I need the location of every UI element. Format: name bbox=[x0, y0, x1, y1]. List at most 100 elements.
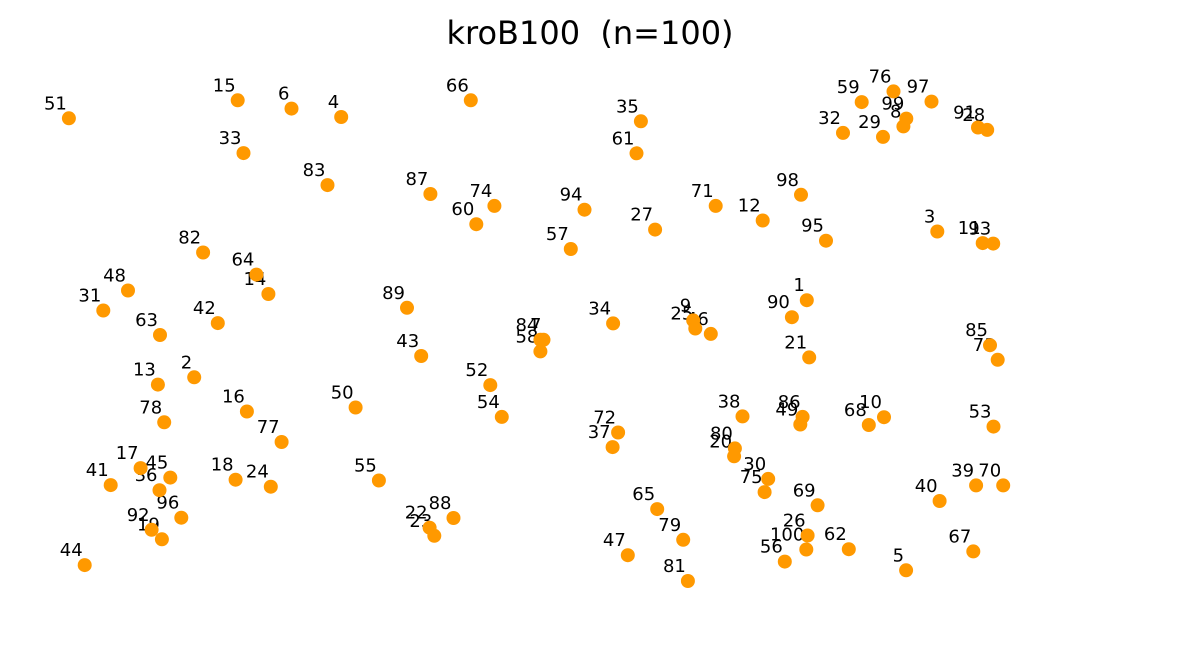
city-point-53 bbox=[986, 419, 1001, 434]
city-point-44 bbox=[77, 558, 92, 573]
city-label-33: 33 bbox=[219, 128, 242, 149]
city-label-85: 85 bbox=[965, 320, 988, 341]
city-point-71 bbox=[708, 198, 723, 213]
city-point-18 bbox=[228, 472, 243, 487]
city-label-35: 35 bbox=[616, 96, 639, 117]
city-point-5 bbox=[899, 563, 914, 578]
city-point-100 bbox=[799, 542, 814, 557]
city-label-10: 10 bbox=[859, 392, 882, 413]
city-point-69 bbox=[810, 498, 825, 513]
city-point-16 bbox=[239, 404, 254, 419]
city-point-80 bbox=[727, 441, 742, 456]
city-label-99: 99 bbox=[881, 94, 904, 115]
city-point-40 bbox=[932, 494, 947, 508]
city-point-4 bbox=[334, 110, 349, 124]
city-point-55 bbox=[371, 473, 386, 488]
city-point-82 bbox=[196, 245, 211, 260]
city-point-52 bbox=[483, 378, 498, 393]
city-point-51 bbox=[61, 111, 76, 126]
city-label-49: 49 bbox=[775, 400, 798, 421]
city-label-70: 70 bbox=[978, 460, 1001, 481]
city-label-42: 42 bbox=[193, 298, 216, 319]
city-label-50: 50 bbox=[331, 383, 354, 404]
city-label-2: 2 bbox=[181, 352, 192, 373]
city-label-27: 27 bbox=[630, 205, 653, 226]
city-point-2 bbox=[187, 370, 202, 385]
city-point-19 bbox=[154, 532, 169, 547]
city-point-78 bbox=[157, 415, 172, 430]
city-point-64 bbox=[249, 267, 264, 282]
city-point-63 bbox=[153, 328, 167, 342]
city-point-98 bbox=[794, 187, 808, 202]
city-point-77 bbox=[274, 435, 289, 449]
point-labels: 1234567891011121314151617181920212223242… bbox=[44, 66, 1001, 577]
data-points bbox=[61, 84, 1011, 588]
city-point-96 bbox=[174, 510, 189, 525]
city-point-26 bbox=[800, 528, 815, 543]
city-point-42 bbox=[210, 316, 225, 331]
city-point-87 bbox=[423, 187, 438, 201]
city-label-100: 100 bbox=[770, 525, 804, 546]
city-label-93: 93 bbox=[968, 219, 991, 240]
city-point-84 bbox=[533, 332, 548, 347]
city-point-43 bbox=[414, 349, 429, 363]
city-label-41: 41 bbox=[86, 460, 109, 481]
city-label-74: 74 bbox=[469, 181, 492, 202]
city-point-10 bbox=[877, 410, 891, 425]
city-label-94: 94 bbox=[560, 185, 583, 206]
city-point-60 bbox=[469, 217, 484, 232]
city-point-90 bbox=[784, 310, 799, 325]
city-label-18: 18 bbox=[211, 455, 234, 476]
city-label-86: 86 bbox=[778, 392, 801, 413]
city-label-65: 65 bbox=[632, 484, 655, 505]
city-label-3: 3 bbox=[924, 207, 935, 228]
city-label-11: 11 bbox=[958, 218, 981, 239]
city-point-89 bbox=[400, 300, 414, 315]
city-point-34 bbox=[606, 316, 621, 331]
city-label-59: 59 bbox=[837, 77, 860, 98]
city-point-33 bbox=[236, 146, 251, 161]
city-label-17: 17 bbox=[116, 443, 139, 464]
city-point-94 bbox=[577, 202, 592, 217]
city-label-45: 45 bbox=[145, 453, 168, 474]
city-point-67 bbox=[966, 544, 981, 559]
city-point-41 bbox=[103, 478, 118, 493]
city-label-15: 15 bbox=[213, 75, 236, 96]
city-label-87: 87 bbox=[405, 169, 428, 190]
city-point-12 bbox=[755, 213, 770, 228]
city-point-66 bbox=[463, 93, 478, 108]
city-label-39: 39 bbox=[951, 460, 974, 481]
city-label-98: 98 bbox=[776, 170, 799, 191]
city-label-89: 89 bbox=[382, 283, 405, 304]
city-point-88 bbox=[446, 511, 461, 525]
city-point-6 bbox=[284, 101, 299, 116]
city-label-47: 47 bbox=[603, 530, 626, 551]
city-point-38 bbox=[735, 409, 750, 424]
city-label-97: 97 bbox=[907, 77, 930, 98]
city-point-39 bbox=[969, 478, 984, 493]
city-label-26: 26 bbox=[783, 511, 806, 532]
city-label-92: 92 bbox=[127, 505, 150, 526]
city-label-64: 64 bbox=[231, 250, 254, 271]
city-point-17 bbox=[133, 461, 148, 476]
city-label-69: 69 bbox=[793, 480, 816, 501]
city-label-81: 81 bbox=[663, 556, 686, 577]
city-point-11 bbox=[975, 236, 990, 251]
city-point-68 bbox=[861, 418, 876, 432]
city-point-81 bbox=[680, 574, 695, 588]
city-label-83: 83 bbox=[303, 160, 326, 181]
city-point-85 bbox=[983, 338, 997, 353]
city-point-45 bbox=[163, 470, 178, 485]
city-label-44: 44 bbox=[60, 540, 83, 561]
city-label-71: 71 bbox=[691, 181, 714, 202]
city-label-28: 28 bbox=[962, 105, 985, 126]
city-label-56: 56 bbox=[760, 537, 783, 558]
city-point-32 bbox=[836, 125, 850, 140]
city-label-53: 53 bbox=[969, 402, 992, 423]
city-label-63: 63 bbox=[135, 310, 158, 331]
city-label-6: 6 bbox=[278, 84, 289, 105]
city-label-48: 48 bbox=[103, 266, 126, 287]
city-label-7: 7 bbox=[530, 315, 541, 336]
city-label-84: 84 bbox=[515, 315, 538, 336]
city-point-14 bbox=[261, 287, 276, 301]
